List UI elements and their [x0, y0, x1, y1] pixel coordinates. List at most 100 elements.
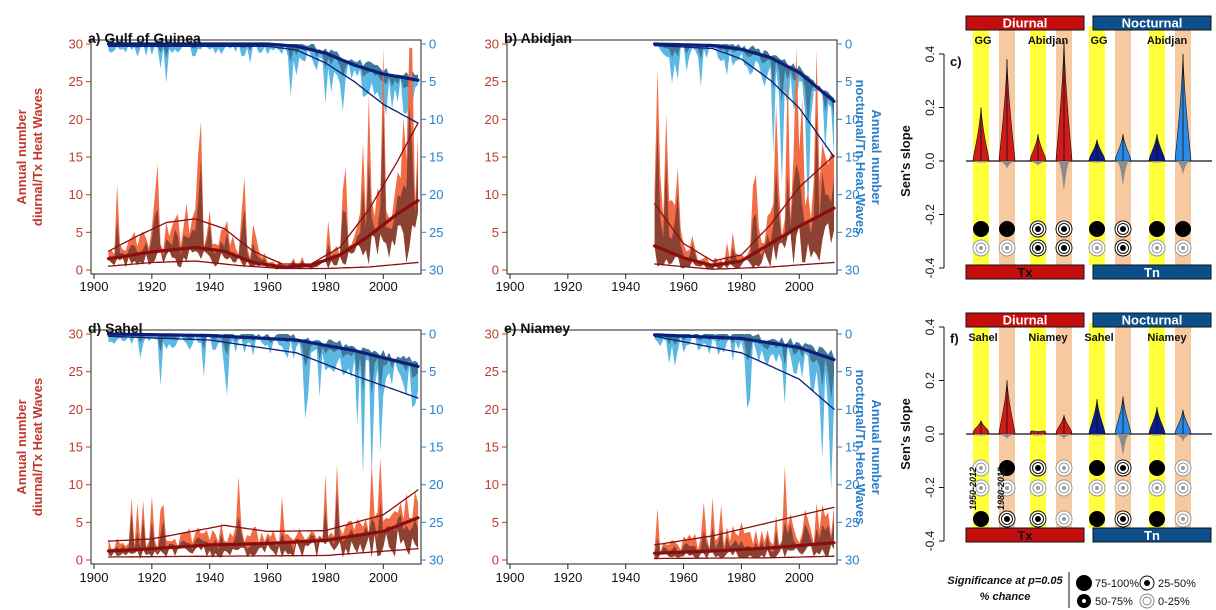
significance-legend: Significance at p=0.05 % chance 75-100% 50-…: [947, 572, 1196, 609]
left-axis-label: Annual number diurnal/Tx Heat Waves: [14, 88, 45, 226]
x-axis-tick-label: 1900: [496, 570, 525, 585]
significance-symbol-dot-core: [1061, 226, 1067, 232]
x-axis-tick-label: 1960: [669, 279, 698, 294]
right-axis-tick-label: 30: [429, 553, 443, 568]
right-axis-tick-label: 25: [845, 515, 859, 530]
left-axis-tick-label: 15: [485, 150, 499, 165]
x-axis-tick-label: 1980: [311, 279, 340, 294]
violin-panel: Diurnal Nocturnal Tx Tn GG Abidjan GG Abidjan c)…: [898, 15, 1212, 280]
legend-symbol-75-100: [1076, 575, 1092, 591]
violin-y-tick-label-wrap: -0.4: [923, 257, 937, 278]
x-axis-tick-label: 1940: [195, 570, 224, 585]
x-axis-tick-label: 1940: [611, 279, 640, 294]
tx-trend-bold-line: [106, 199, 420, 269]
violin-negative-tail: [1058, 434, 1070, 440]
significance-symbol-ring-core: [1062, 486, 1066, 490]
significance-symbol-ring-core: [1155, 246, 1159, 250]
violin-column-label: Abidjan: [1028, 35, 1069, 47]
significance-symbol-full: [999, 221, 1015, 237]
right-axis-tick-label: 20: [429, 187, 443, 202]
significance-symbol-dot-core: [1120, 465, 1126, 471]
left-axis-tick-label: 15: [69, 440, 83, 455]
panel-title: d) Sahel: [88, 320, 142, 336]
tx-interquartile-area: [108, 104, 418, 270]
right-axis-label-line2: nocturnal/Tn Heat Waves: [853, 80, 868, 235]
tn-range-area: [108, 334, 418, 477]
significance-symbol-dot-core: [1120, 245, 1126, 251]
nocturnal-header-label: Nocturnal: [1122, 16, 1183, 31]
tn-trend-thin-line: [107, 335, 419, 399]
violin-y-tick-label: 0.2: [923, 372, 937, 389]
left-axis-tick-label: 0: [492, 553, 499, 568]
significance-symbol-dot-core: [1035, 516, 1041, 522]
right-axis-tick-label: 15: [845, 440, 859, 455]
violin-y-tick-label: 0.0: [923, 152, 937, 169]
violin-negative-tail: [975, 434, 987, 437]
left-axis-tick-label: 25: [69, 74, 83, 89]
left-axis-tick-label: 0: [76, 263, 83, 278]
left-axis-label-line2: diurnal/Tx Heat Waves: [30, 378, 45, 516]
right-axis-tick-label: 5: [845, 364, 852, 379]
x-axis-tick-label: 1980: [311, 570, 340, 585]
right-axis-tick-label: 25: [429, 515, 443, 530]
significance-symbol-ring-core: [1181, 466, 1185, 470]
tx-interquartile-area: [654, 113, 834, 270]
right-axis-tick-label: 15: [429, 440, 443, 455]
legend-symbol-25-50-core: [1144, 580, 1150, 586]
nocturnal-header-label: Nocturnal: [1122, 313, 1183, 328]
left-axis-tick-label: 25: [69, 364, 83, 379]
left-axis-tick-label: 20: [69, 112, 83, 127]
panel-title: e) Niamey: [504, 320, 570, 336]
tx-trend-upper-line: [107, 489, 419, 542]
left-axis-tick-label: 5: [76, 515, 83, 530]
tn-trend-bold-line: [106, 42, 420, 82]
right-axis-tick-label: 0: [845, 37, 852, 52]
violin-column-label: Abidjan: [1147, 35, 1188, 47]
right-axis-tick-label: 5: [429, 364, 436, 379]
tx-interquartile-area: [654, 520, 834, 560]
left-axis-label-line2: diurnal/Tx Heat Waves: [30, 88, 45, 226]
tn-trend-thin-line: [107, 45, 419, 124]
violin-column-label: GG: [1090, 35, 1107, 47]
tn-range-area: [654, 334, 834, 491]
period-label-text: 1950-2012: [968, 467, 978, 510]
period-label-text: 1980-2012: [996, 467, 1006, 510]
diurnal-header-label: Diurnal: [1003, 313, 1048, 328]
right-axis-tick-label: 10: [845, 402, 859, 417]
tx-trend-upper-line: [653, 154, 835, 262]
x-axis-tick-label: 1920: [137, 279, 166, 294]
significance-symbol-full: [973, 511, 989, 527]
left-axis-tick-label: 0: [76, 553, 83, 568]
right-axis-tick-label: 20: [845, 187, 859, 202]
significance-symbol-ring-core: [1005, 246, 1009, 250]
x-axis-tick-label: 1980: [727, 279, 756, 294]
diurnal-header-bar: [965, 15, 1085, 31]
tn-trend-thin-line: [653, 335, 835, 410]
legend-item-label: 25-50%: [1158, 578, 1196, 590]
violin-negative-tail: [975, 161, 987, 164]
tx-interquartile-area: [108, 490, 418, 559]
right-axis-tick-label: 25: [429, 225, 443, 240]
violin-negative-tail: [1177, 434, 1189, 443]
right-axis-tick-label: 25: [845, 225, 859, 240]
violin-negative-tail: [1058, 161, 1070, 191]
violin-y-tick-label: 0.4: [923, 45, 937, 62]
timeseries-panel: 0 5 10 15 20 25 30 0 5 10 15 20 25 30 1900 1920 1940 1960…: [485, 320, 884, 585]
diurnal-header-bar: [965, 312, 1085, 328]
tn-trend-thin-line: [653, 44, 835, 158]
legend-subtitle: % chance: [980, 591, 1031, 603]
significance-symbol-dot-core: [1035, 245, 1041, 251]
tn-footer-label: Tn: [1144, 528, 1160, 543]
left-axis-tick-label: 10: [69, 477, 83, 492]
x-axis-tick-label: 1960: [669, 570, 698, 585]
tn-trend-bold-line: [653, 42, 836, 103]
right-axis-tick-label: 0: [429, 327, 436, 342]
significance-symbol-ring-core: [1155, 486, 1159, 490]
left-axis-tick-label: 30: [69, 37, 83, 52]
tx-range-area: [108, 457, 418, 559]
violin-column-label: Niamey: [1147, 332, 1187, 344]
tn-footer-bar: [1092, 527, 1212, 543]
right-axis-tick-label: 10: [429, 402, 443, 417]
right-axis-tick-label: 20: [429, 477, 443, 492]
